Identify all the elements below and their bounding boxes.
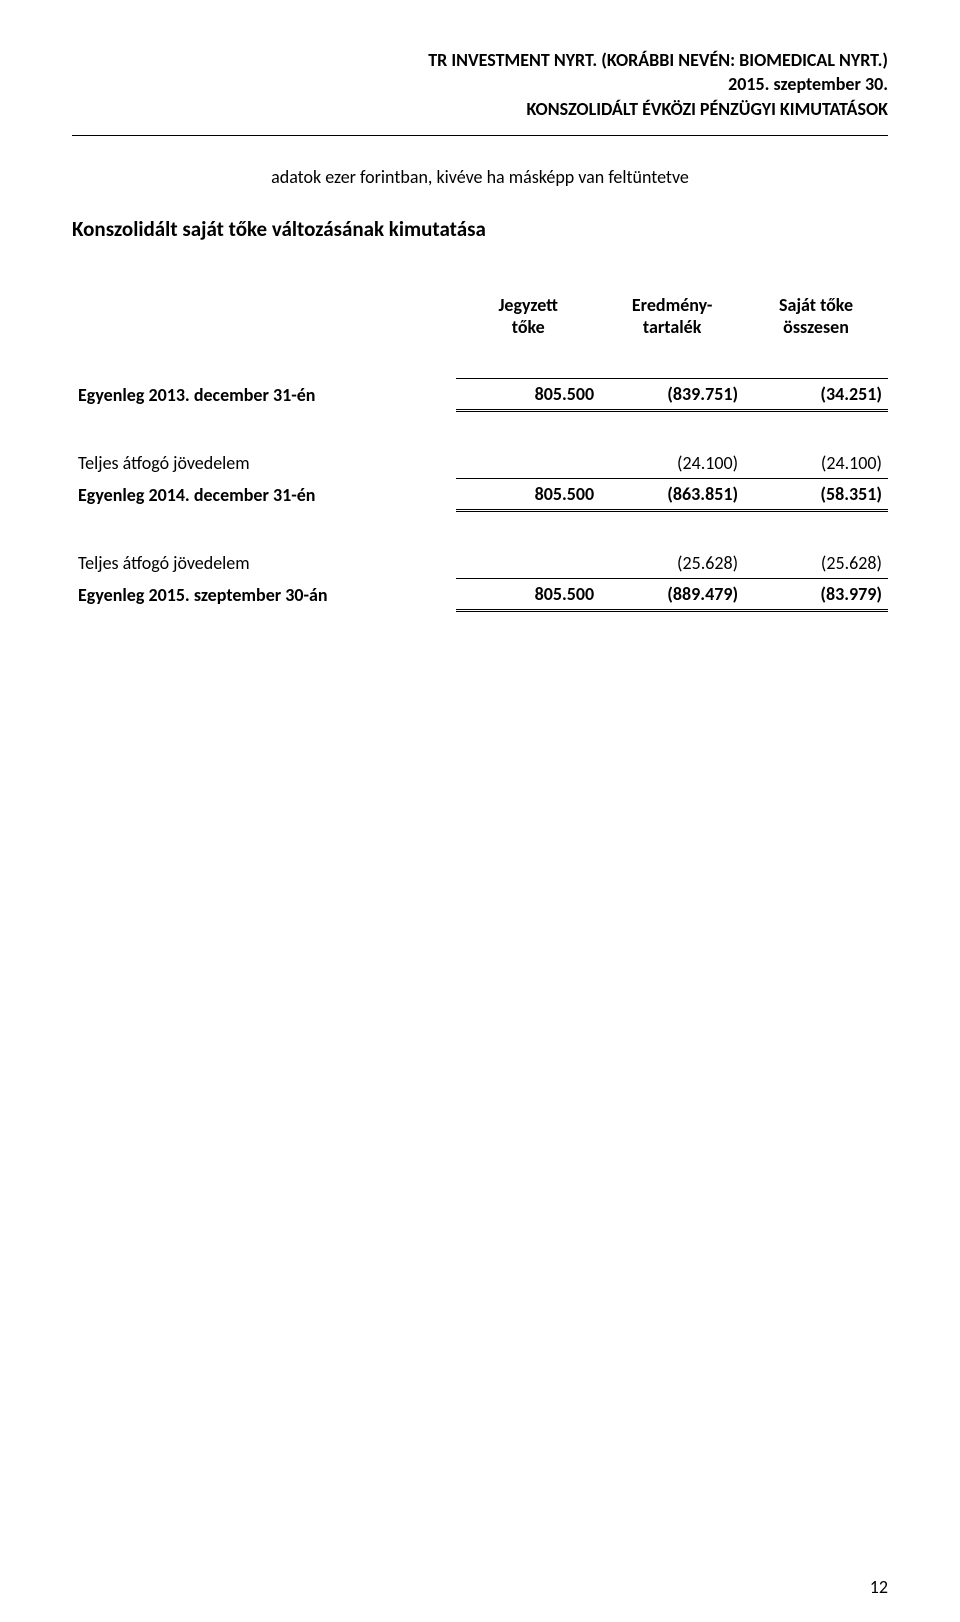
row-label: Teljes átfogó jövedelem	[72, 448, 456, 479]
units-note: adatok ezer forintban, kivéve ha másképp…	[72, 166, 888, 188]
cell-value: (58.351)	[744, 478, 888, 510]
page-number: 12	[870, 1576, 888, 1598]
document-header: TR INVESTMENT NYRT. (KORÁBBI NEVÉN: BIOM…	[72, 48, 888, 121]
cell-value: (889.479)	[600, 578, 744, 610]
row-label: Egyenleg 2014. december 31-én	[72, 478, 456, 510]
row-total-comprehensive-income-1: Teljes átfogó jövedelem (24.100) (24.100…	[72, 448, 888, 479]
cell-value: 805.500	[456, 378, 600, 410]
cell-value: (83.979)	[744, 578, 888, 610]
cell-value: (25.628)	[600, 548, 744, 579]
cell-value: 805.500	[456, 478, 600, 510]
col-header-eredmenytartalek: Eredmény- tartalék	[600, 290, 744, 342]
header-line-3: KONSZOLIDÁLT ÉVKÖZI PÉNZÜGYI KIMUTATÁSOK	[72, 97, 888, 121]
page: TR INVESTMENT NYRT. (KORÁBBI NEVÉN: BIOM…	[0, 0, 960, 1622]
header-line-1: TR INVESTMENT NYRT. (KORÁBBI NEVÉN: BIOM…	[72, 48, 888, 72]
row-balance-2013: Egyenleg 2013. december 31-én 805.500 (8…	[72, 378, 888, 410]
cell-value: (25.628)	[744, 548, 888, 579]
col-header-sajat-toke-osszesen: Saját tőke összesen	[744, 290, 888, 342]
col-header-jegyzett-toke: Jegyzett tőke	[456, 290, 600, 342]
cell-value	[456, 548, 600, 579]
row-label: Egyenleg 2013. december 31-én	[72, 378, 456, 410]
equity-changes-table: Jegyzett tőke Eredmény- tartalék Saját t…	[72, 290, 888, 612]
row-label: Teljes átfogó jövedelem	[72, 548, 456, 579]
row-label: Egyenleg 2015. szeptember 30-án	[72, 578, 456, 610]
cell-value: (839.751)	[600, 378, 744, 410]
row-balance-2014: Egyenleg 2014. december 31-én 805.500 (8…	[72, 478, 888, 510]
cell-value: (863.851)	[600, 478, 744, 510]
cell-value: (34.251)	[744, 378, 888, 410]
header-rule	[72, 135, 888, 136]
cell-value: 805.500	[456, 578, 600, 610]
row-total-comprehensive-income-2: Teljes átfogó jövedelem (25.628) (25.628…	[72, 548, 888, 579]
table-header-row: Jegyzett tőke Eredmény- tartalék Saját t…	[72, 290, 888, 342]
row-balance-2015: Egyenleg 2015. szeptember 30-án 805.500 …	[72, 578, 888, 610]
cell-value	[456, 448, 600, 479]
header-line-2: 2015. szeptember 30.	[72, 72, 888, 96]
cell-value: (24.100)	[744, 448, 888, 479]
section-title: Konszolidált saját tőke változásának kim…	[72, 216, 888, 242]
cell-value: (24.100)	[600, 448, 744, 479]
